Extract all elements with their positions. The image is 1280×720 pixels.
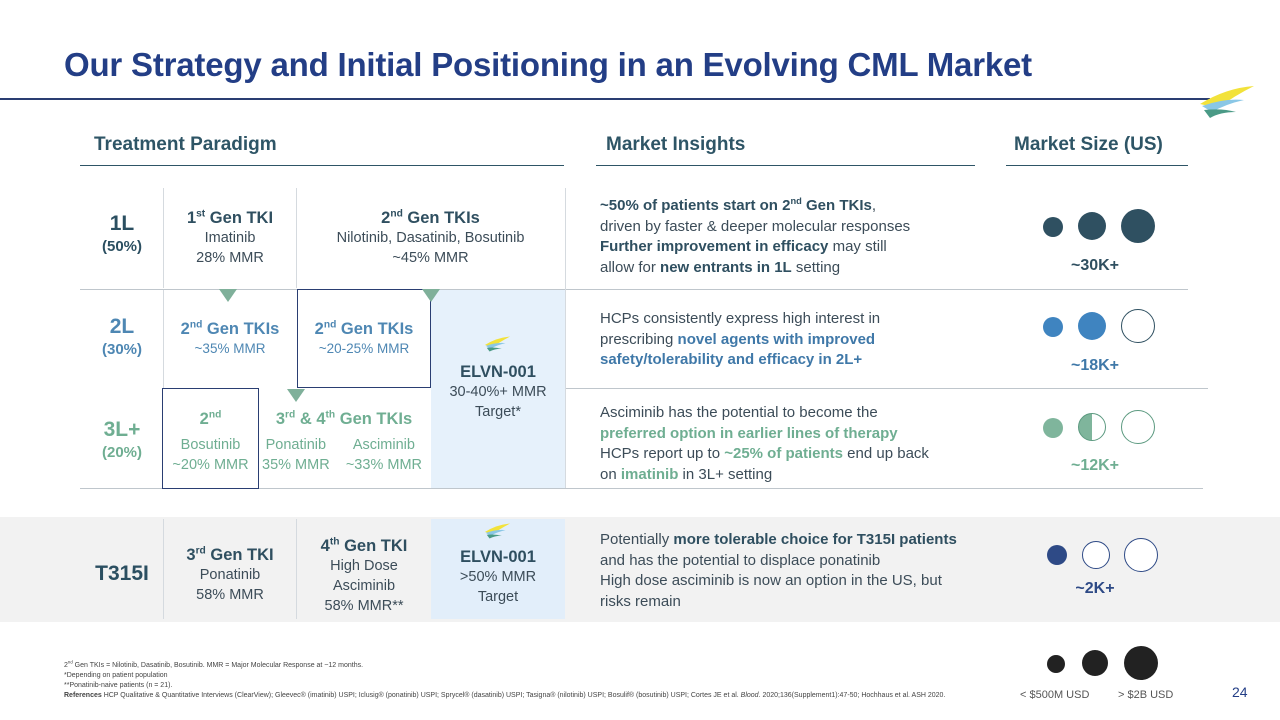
cell-3l-3rd-4th-gen: 3rd & 4th Gen TKIs Ponatinib 35% MMR Asc… — [262, 409, 422, 473]
page-title: Our Strategy and Initial Positioning in … — [64, 46, 1032, 83]
header-market-insights: Market Insights — [606, 134, 746, 155]
col-sep-c — [565, 188, 566, 488]
elvn-001-cell: ELVN-001 30-40%+ MMR Target* — [431, 334, 565, 422]
header-rule-insights — [596, 165, 975, 166]
legend-low: < $500M USD — [1020, 689, 1090, 701]
market-size-dot-small — [1043, 317, 1063, 337]
market-size-3l: ~12K+ — [1070, 457, 1120, 474]
col-sep-f — [163, 519, 164, 619]
cell-3l-2nd-gen: 2nd Bosutinib ~20% MMR — [172, 409, 249, 473]
insight-3l: Asciminib has the potential to become th… — [600, 404, 929, 483]
footnote-references: References HCP Qualitative & Quantitativ… — [64, 692, 946, 699]
market-size-dot-small — [1047, 545, 1067, 565]
row-label-3l: 3L+ (20%) — [101, 418, 142, 461]
row-label-2l: 2L (30%) — [101, 315, 142, 358]
arrow-down-icon — [219, 289, 237, 302]
market-size-dot-medium — [1078, 212, 1106, 240]
row-label-t315i: T315I — [95, 562, 149, 585]
market-size-dot-large-empty — [1124, 538, 1158, 572]
cell-1l-1st-gen: 1st Gen TKI Imatinib 28% MMR — [186, 208, 274, 266]
arrow-down-icon — [287, 389, 305, 402]
elvn-logo-icon — [484, 523, 511, 539]
footnote-3: **Ponatinib-naive patients (n = 21). — [64, 682, 173, 689]
t315i-band — [0, 517, 1280, 622]
highlight-box-3l — [162, 388, 259, 489]
highlight-box-2l — [297, 289, 431, 388]
page-number: 24 — [1232, 684, 1248, 700]
insight-t315i: Potentially more tolerable choice for T3… — [600, 531, 957, 610]
col-sep-d — [163, 290, 164, 388]
legend-dot-medium — [1082, 650, 1108, 676]
header-rule-size — [1006, 165, 1188, 166]
legend-dot-small — [1047, 655, 1065, 673]
market-size-dot-large — [1121, 209, 1155, 243]
row-divider-1 — [80, 289, 1188, 290]
title-divider — [0, 98, 1210, 100]
market-size-dot-large-empty — [1121, 309, 1155, 343]
cell-t315i-3rd-gen: 3rd Gen TKI Ponatinib 58% MMR — [186, 545, 274, 603]
footnote-2: *Depending on patient population — [64, 672, 168, 679]
market-size-dot-large-empty — [1121, 410, 1155, 444]
market-size-dot-small — [1043, 418, 1063, 438]
arrow-down-icon — [422, 289, 440, 302]
col-sep-b — [296, 188, 297, 288]
market-size-dot-medium — [1078, 312, 1106, 340]
market-size-t315i: ~2K+ — [1075, 580, 1115, 597]
insight-1l: ~50% of patients start on 2nd Gen TKIs, … — [600, 196, 911, 276]
market-size-dot-medium-empty — [1082, 541, 1110, 569]
market-size-2l: ~18K+ — [1070, 357, 1120, 374]
elvn-001-panel — [431, 290, 565, 488]
market-size-dot-half — [1078, 413, 1106, 441]
col-sep-e — [296, 519, 297, 619]
footnote-1: 2nd Gen TKIs = Nilotinib, Dasatinib, Bos… — [64, 659, 364, 669]
header-market-size: Market Size (US) — [1014, 134, 1163, 155]
elvn-logo-icon — [484, 336, 511, 352]
row-divider-3 — [80, 488, 1203, 489]
insight-2l: HCPs consistently express high interest … — [600, 310, 881, 368]
company-logo — [1200, 86, 1254, 118]
row-divider-2 — [565, 388, 1208, 389]
legend-high: > $2B USD — [1118, 689, 1174, 701]
cell-2l-2nd-gen-b: 2nd Gen TKIs ~20-25% MMR — [314, 319, 414, 356]
legend-dot-large — [1124, 646, 1158, 680]
cell-2l-2nd-gen-a: 2nd Gen TKIs ~35% MMR — [180, 319, 280, 356]
header-treatment-paradigm: Treatment Paradigm — [94, 134, 277, 155]
cell-1l-2nd-gen: 2nd Gen TKIs Nilotinib, Dasatinib, Bosut… — [336, 208, 525, 266]
elvn-001-t315i-cell: ELVN-001 >50% MMR Target — [431, 521, 565, 607]
cell-t315i-4th-gen: 4th Gen TKI High Dose Asciminib 58% MMR*… — [320, 536, 408, 614]
row-label-1l: 1L (50%) — [101, 212, 142, 255]
col-sep-a — [163, 188, 164, 288]
market-size-1l: ~30K+ — [1070, 257, 1120, 274]
market-size-dot-small — [1043, 217, 1063, 237]
header-rule-paradigm — [80, 165, 564, 166]
